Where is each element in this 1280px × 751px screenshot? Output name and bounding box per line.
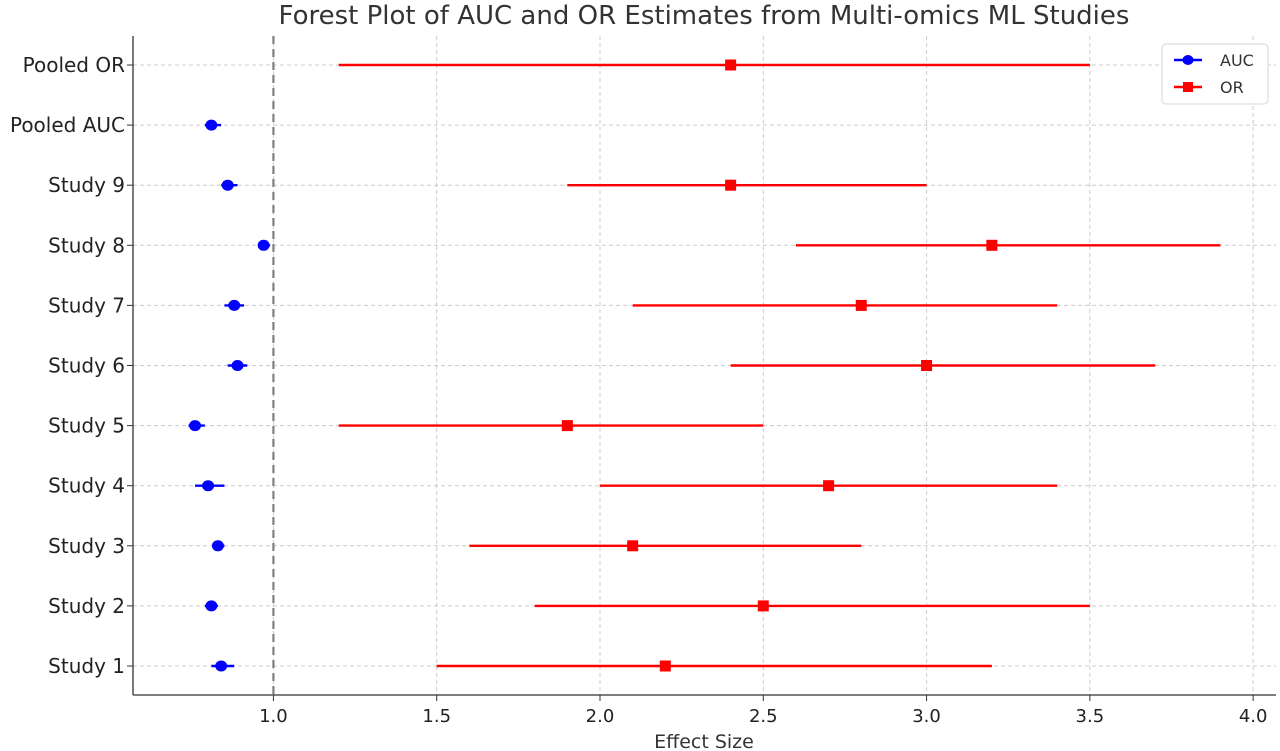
y-tick-label-7: Study 8	[48, 233, 125, 257]
legend-auc-label: AUC	[1220, 51, 1254, 70]
y-tick-label-3: Study 4	[48, 474, 125, 498]
x-tick-label-4: 3.0	[912, 706, 941, 727]
auc-point-8	[221, 179, 234, 191]
y-tick-label-2: Study 3	[48, 534, 125, 558]
or-point-9	[725, 59, 737, 71]
x-tick-label-3: 2.5	[749, 706, 778, 727]
auc-point-4	[189, 420, 202, 432]
or-point-4	[561, 420, 573, 432]
auc-point-9	[205, 119, 218, 131]
x-tick-label-5: 3.5	[1076, 706, 1105, 727]
or-point-0	[659, 660, 671, 672]
chart-title: Forest Plot of AUC and OR Estimates from…	[279, 1, 1130, 31]
y-tick-label-5: Study 6	[48, 354, 125, 378]
auc-point-1	[205, 600, 218, 612]
y-tick-labels: Study 1 Study 2 Study 3 Study 4 Study 5 Study…	[10, 53, 133, 678]
or-point-6	[855, 299, 867, 311]
auc-point-7	[257, 239, 270, 251]
x-tick-label-1: 1.5	[422, 706, 451, 727]
auc-point-5	[231, 360, 244, 371]
auc-point-6	[228, 299, 241, 311]
or-point-7	[986, 239, 998, 251]
x-tick-label-0: 1.0	[259, 706, 288, 727]
x-tick-label-6: 4.0	[1239, 706, 1268, 727]
auc-point-0	[215, 660, 228, 672]
y-tick-label-8: Study 9	[48, 173, 125, 197]
y-tick-label-0: Study 1	[48, 654, 125, 678]
legend-or-label: OR	[1220, 78, 1244, 97]
legend-or-marker	[1183, 82, 1193, 92]
legend: AUC OR	[1161, 43, 1269, 105]
y-tick-label-1: Study 2	[48, 594, 125, 618]
or-point-2	[627, 540, 639, 552]
or-point-1	[757, 600, 769, 612]
auc-point-3	[202, 480, 215, 492]
y-tick-label-9: Pooled AUC	[10, 113, 125, 137]
or-point-5	[921, 360, 933, 371]
legend-auc-marker	[1182, 55, 1194, 65]
auc-point-2	[211, 540, 224, 552]
or-point-3	[823, 480, 835, 492]
y-tick-label-6: Study 7	[48, 293, 125, 317]
y-tick-label-10: Pooled OR	[23, 53, 125, 77]
x-tick-labels: 1.0 1.5 2.0 2.5 3.0 3.5 4.0	[259, 695, 1267, 727]
data-series	[188, 59, 1221, 672]
x-tick-label-2: 2.0	[586, 706, 615, 727]
y-tick-label-4: Study 5	[48, 414, 125, 438]
or-point-8	[725, 179, 737, 191]
x-axis-label: Effect Size	[654, 731, 754, 751]
